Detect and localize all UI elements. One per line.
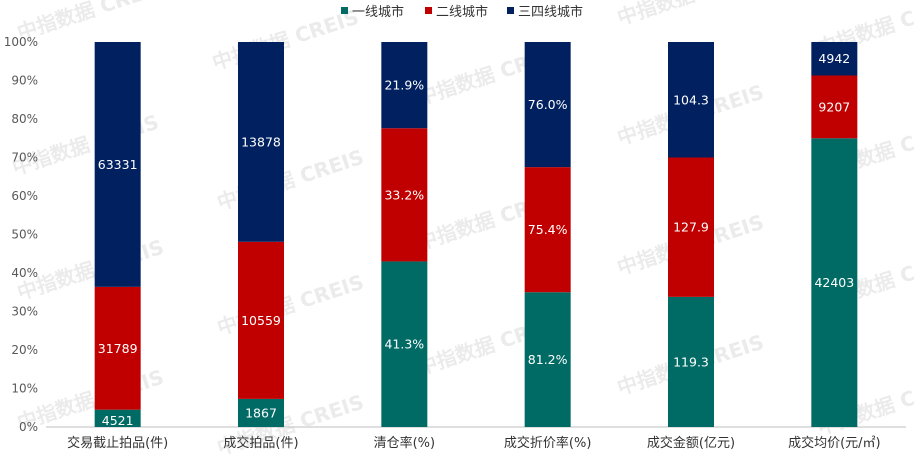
- data-label: 75.4%: [528, 222, 568, 237]
- watermark-text: 中指数据 CREIS: [214, 270, 367, 340]
- data-label: 81.2%: [528, 352, 568, 367]
- x-axis-labels: 交易截止拍品(件) 成交拍品(件) 清仓率(%) 成交折价率(%) 成交金额(亿元) 成交…: [67, 435, 881, 451]
- watermark-layer: 中指数据 CREIS 中指数据 CREIS 中指数据 CREIS 中指数据 CREIS…: [9, 0, 914, 460]
- bar-segment: [811, 138, 858, 427]
- x-tick-label: 成交拍品(件): [223, 435, 298, 451]
- y-tick-label: 10%: [11, 382, 38, 396]
- data-label: 127.9: [673, 220, 709, 235]
- y-axis: 0% 10% 20% 30% 40% 50% 60% 70% 80% 90% 100%: [4, 35, 38, 434]
- legend-swatch-tier3: [507, 7, 514, 14]
- bar-segment: [668, 42, 714, 158]
- data-label: 33.2%: [384, 187, 424, 202]
- bar-segment: [238, 42, 284, 242]
- x-tick-label: 交易截止拍品(件): [67, 435, 168, 451]
- bar-segment: [381, 128, 428, 262]
- x-tick-label: 成交均价(元/㎡): [788, 435, 881, 451]
- watermark-text: 中指数据 CREIS: [214, 145, 367, 215]
- y-tick-label: 20%: [11, 343, 38, 357]
- bar-segment: [811, 42, 858, 76]
- bar-segment: [811, 75, 858, 139]
- bar-segment: [94, 409, 141, 427]
- legend-label-tier2: 二线城市: [436, 4, 488, 20]
- data-label: 31789: [98, 341, 138, 356]
- bar-segment: [668, 157, 714, 297]
- data-label: 4942: [818, 51, 850, 66]
- y-tick-label: 100%: [4, 35, 38, 49]
- bar-segment: [381, 42, 428, 129]
- x-tick-label: 清仓率(%): [374, 435, 436, 451]
- bar-segment: [94, 286, 141, 410]
- data-label: 76.0%: [528, 97, 568, 112]
- bar-segment: [524, 292, 571, 427]
- bar-segment: [238, 241, 284, 399]
- y-tick-label: 80%: [11, 112, 38, 126]
- data-label: 63331: [98, 157, 138, 172]
- legend-swatch-tier1: [341, 7, 348, 14]
- x-tick-label: 成交金额(亿元): [647, 435, 735, 451]
- legend-label-tier3: 三四线城市: [518, 4, 583, 20]
- data-label: 41.3%: [384, 337, 424, 352]
- bar-segment: [524, 42, 571, 168]
- legend: 一线城市 二线城市 三四线城市: [341, 4, 583, 20]
- legend-swatch-tier2: [425, 7, 432, 14]
- data-label: 10559: [241, 313, 281, 328]
- bar-segment: [524, 167, 571, 293]
- data-label: 42403: [814, 275, 854, 290]
- bars: 4521 31789 63331 1867 10559 13878 41.3% 33.2% 21…: [94, 42, 858, 428]
- data-label: 1867: [245, 405, 277, 420]
- watermark-text: 中指数据 CREIS: [614, 0, 767, 30]
- y-tick-label: 30%: [11, 305, 38, 319]
- data-label: 4521: [102, 413, 134, 428]
- legend-label-tier1: 一线城市: [352, 4, 404, 20]
- data-label: 13878: [241, 134, 281, 149]
- x-tick-label: 成交折价率(%): [504, 435, 592, 451]
- y-tick-label: 40%: [11, 266, 38, 280]
- bar-segment: [381, 261, 428, 427]
- data-label: 119.3: [673, 354, 709, 369]
- data-label: 9207: [818, 99, 850, 114]
- bar-segment: [668, 296, 714, 427]
- data-label: 21.9%: [384, 78, 424, 93]
- bar-segment: [94, 42, 141, 287]
- watermark-text: 中指数据 CREIS: [209, 5, 362, 75]
- y-tick-label: 60%: [11, 189, 38, 203]
- y-tick-label: 50%: [11, 228, 38, 242]
- data-label: 104.3: [673, 92, 709, 107]
- bar-segment: [238, 398, 284, 427]
- y-tick-label: 0%: [19, 420, 38, 434]
- y-tick-label: 70%: [11, 151, 38, 165]
- y-tick-label: 90%: [11, 74, 38, 88]
